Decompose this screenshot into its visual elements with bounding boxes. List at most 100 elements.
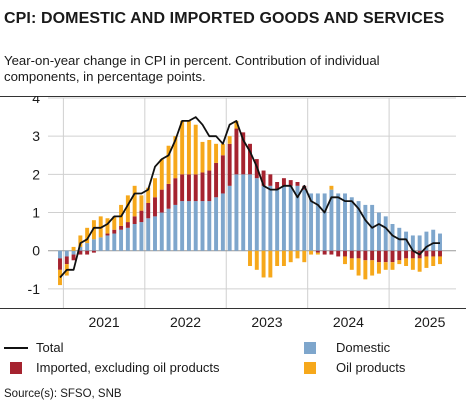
bar-imported: [78, 250, 83, 255]
bar-domestic: [186, 201, 191, 251]
bar-domestic: [159, 212, 164, 251]
legend-box-swatch: [304, 362, 316, 374]
bar-domestic: [71, 250, 76, 255]
bar-imported: [119, 225, 124, 230]
bar-oil: [417, 258, 422, 272]
legend-item-oil: Oil products: [304, 360, 454, 376]
bar-imported: [438, 250, 442, 257]
y-tick-label: 3: [32, 128, 40, 144]
bar-domestic: [173, 204, 178, 251]
bar-oil: [410, 258, 415, 270]
bar-imported: [322, 250, 327, 255]
bar-oil: [125, 195, 130, 223]
bar-oil: [302, 250, 307, 263]
bar-domestic: [438, 233, 442, 251]
bar-oil: [383, 262, 388, 270]
bar-domestic: [309, 193, 314, 251]
bar-domestic: [193, 201, 198, 251]
bar-imported: [58, 258, 62, 270]
bar-oil: [153, 178, 157, 198]
bar-oil: [71, 246, 76, 251]
x-tick-label: 2022: [170, 314, 201, 330]
bar-imported: [112, 229, 117, 234]
bar-oil: [424, 256, 429, 268]
bar-imported: [71, 254, 76, 261]
bar-domestic: [288, 185, 293, 251]
y-tick-label: 0: [32, 243, 40, 259]
bar-domestic: [275, 189, 280, 251]
bar-domestic: [431, 229, 436, 251]
bar-oil: [404, 258, 409, 266]
bar-oil: [295, 250, 300, 259]
bar-oil: [309, 250, 314, 255]
bar-imported: [410, 250, 415, 259]
legend-label-imported: Imported, excluding oil products: [36, 360, 220, 375]
bar-domestic: [227, 185, 232, 251]
bar-imported: [64, 256, 69, 265]
bar-domestic: [343, 193, 347, 251]
bar-imported: [166, 183, 171, 209]
legend-box-swatch: [304, 342, 316, 354]
bar-domestic: [132, 224, 137, 251]
bar-domestic: [58, 250, 62, 259]
bar-domestic: [200, 201, 205, 251]
bar-oil: [288, 250, 293, 263]
bar-oil: [139, 195, 144, 211]
bar-imported: [376, 250, 381, 263]
bar-domestic: [220, 193, 225, 251]
bar-domestic: [268, 185, 273, 251]
x-tick-label: 2023: [251, 314, 282, 330]
bar-domestic: [146, 218, 151, 251]
bar-domestic: [125, 227, 130, 251]
bar-domestic: [91, 239, 96, 251]
bar-imported: [356, 250, 361, 259]
bar-oil: [370, 260, 375, 276]
bar-oil: [438, 256, 442, 265]
bar-imported: [315, 250, 320, 253]
bar-imported: [343, 250, 347, 257]
bar-imported: [105, 233, 110, 236]
x-tick-label: 2025: [414, 314, 445, 330]
bar-domestic: [349, 197, 354, 251]
bar-imported: [363, 250, 368, 261]
bar-domestic: [390, 224, 395, 251]
bar-domestic: [241, 174, 246, 251]
bar-imported: [125, 222, 130, 228]
y-tick-label: 4: [32, 96, 40, 106]
bar-oil: [329, 185, 334, 190]
bar-oil: [363, 260, 368, 280]
bar-oil: [78, 235, 83, 247]
bar-domestic: [112, 233, 117, 251]
bar-imported: [132, 216, 137, 224]
bar-imported: [227, 143, 232, 186]
x-tick-label: 2024: [333, 314, 364, 330]
bar-domestic: [214, 197, 219, 251]
y-tick-label: 1: [32, 205, 40, 221]
bar-imported: [390, 250, 395, 263]
bar-oil: [207, 140, 212, 171]
bar-imported: [275, 182, 280, 190]
bar-domestic: [254, 178, 259, 251]
legend-label-domestic: Domestic: [336, 340, 391, 355]
bar-domestic: [376, 212, 381, 251]
bar-imported: [397, 250, 402, 261]
bar-oil: [193, 124, 198, 175]
bar-imported: [383, 250, 388, 263]
bar-imported: [329, 250, 334, 255]
bar-imported: [268, 174, 273, 186]
bar-oil: [186, 120, 191, 175]
bar-oil: [261, 250, 266, 278]
bar-imported: [349, 250, 354, 259]
bar-oil: [220, 143, 225, 156]
bar-oil: [376, 262, 381, 274]
bar-oil: [268, 250, 273, 278]
bar-imported: [200, 172, 205, 202]
bar-imported: [146, 203, 151, 219]
legend-label-oil: Oil products: [336, 360, 406, 375]
bar-oil: [275, 250, 280, 266]
bar-domestic: [363, 204, 368, 251]
bar-oil: [343, 256, 347, 265]
bar-oil: [397, 260, 402, 265]
chart-svg: -1 0 1 2 3 4 2021 2022 2023 2024 2025: [0, 96, 466, 330]
bar-domestic: [302, 189, 307, 251]
